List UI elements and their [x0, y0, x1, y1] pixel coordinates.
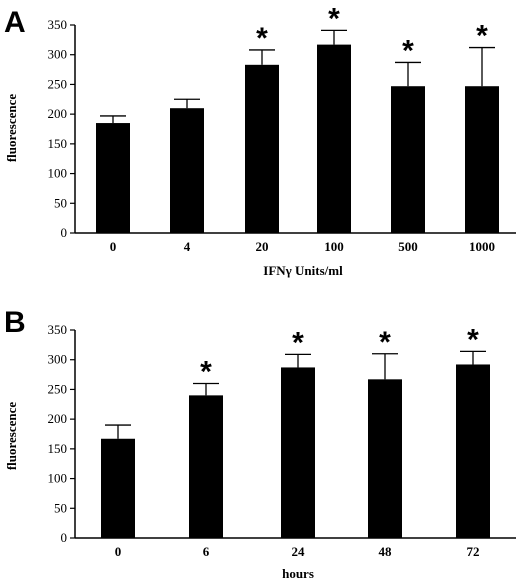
panel-b-significance-star: * [200, 355, 212, 388]
panel-a-y-tick-label: 250 [48, 76, 68, 91]
panel-a-category-label: 500 [398, 239, 418, 254]
panel-a-y-tick-label: 100 [48, 166, 68, 181]
panel-a-y-tick-label: 300 [48, 47, 68, 62]
panel-a-x-axis-title: IFNγ Units/ml [263, 263, 343, 278]
panel-a-y-tick-label: 350 [48, 17, 68, 32]
panel-b-significance-star: * [379, 326, 391, 359]
panel-a-significance-star: * [476, 20, 488, 53]
panel-b-category-label: 48 [379, 544, 393, 559]
panel-a-bar [465, 86, 499, 233]
panel-b-bar [368, 379, 402, 538]
panel-a-category-label: 0 [110, 239, 117, 254]
panel-a-significance-star: * [402, 34, 414, 67]
panel-a-plot: 0 50 100 150 200 250 300 350 0 4 * 20 * 100 * 500 * 1000 [48, 2, 516, 254]
panel-a-category-label: 20 [256, 239, 269, 254]
panel-b-category-label: 0 [115, 544, 122, 559]
panel-b-y-tick-label: 300 [48, 352, 68, 367]
panel-b-y-tick-label: 350 [48, 322, 68, 337]
panel-b-y-tick-label: 0 [61, 530, 68, 545]
panel-b-bar [456, 364, 490, 538]
panel-b-bar [189, 395, 223, 538]
panel-b-plot: 0 50 100 150 200 250 300 350 0 * 6 * 24 * 48 * 72 [48, 322, 516, 559]
panel-b-letter: B [4, 306, 26, 339]
panel-b-y-tick-label: 200 [48, 411, 68, 426]
panel-a-bar [245, 64, 279, 234]
panel-b-y-tick-label: 100 [48, 471, 68, 486]
panel-a-bar [170, 108, 204, 233]
panel-a-letter: A [4, 6, 26, 39]
panel-a-category-label: 1000 [469, 239, 495, 254]
panel-b-y-tick-label: 250 [48, 381, 68, 396]
panel-b-category-label: 6 [203, 544, 210, 559]
panel-a-significance-star: * [256, 22, 268, 55]
panel-b-category-label: 24 [292, 544, 306, 559]
panel-b-y-tick-label: 50 [54, 500, 67, 515]
panel-a-y-tick-label: 0 [61, 225, 68, 240]
panel-a-bar [317, 44, 351, 234]
panel-a-category-label: 4 [184, 239, 191, 254]
panel-b-category-label: 72 [467, 544, 480, 559]
panel-a-y-axis-title: fluorescence [4, 94, 19, 163]
panel-b-y-axis-title: fluorescence [4, 402, 19, 471]
panel-b-y-tick-label: 150 [48, 441, 68, 456]
panel-b: B fluorescence 0 50 100 150 200 250 300 350 0 * 6 *… [4, 306, 516, 581]
panel-b-significance-star: * [467, 323, 479, 356]
panel-a-bar [391, 86, 425, 233]
panel-a-significance-star: * [328, 2, 340, 35]
panel-a-bar [96, 123, 130, 233]
panel-b-x-axis-title: hours [282, 566, 314, 581]
panel-b-bar [281, 367, 315, 538]
panel-a-category-label: 100 [324, 239, 344, 254]
panel-b-significance-star: * [292, 326, 304, 359]
panel-b-bar [101, 438, 135, 538]
panel-a-y-tick-label: 150 [48, 136, 68, 151]
panel-a: A fluorescence 0 50 100 150 200 250 300 350 0 4 * 2… [4, 2, 516, 278]
panel-a-y-tick-label: 50 [54, 195, 67, 210]
panel-a-y-tick-label: 200 [48, 106, 68, 121]
